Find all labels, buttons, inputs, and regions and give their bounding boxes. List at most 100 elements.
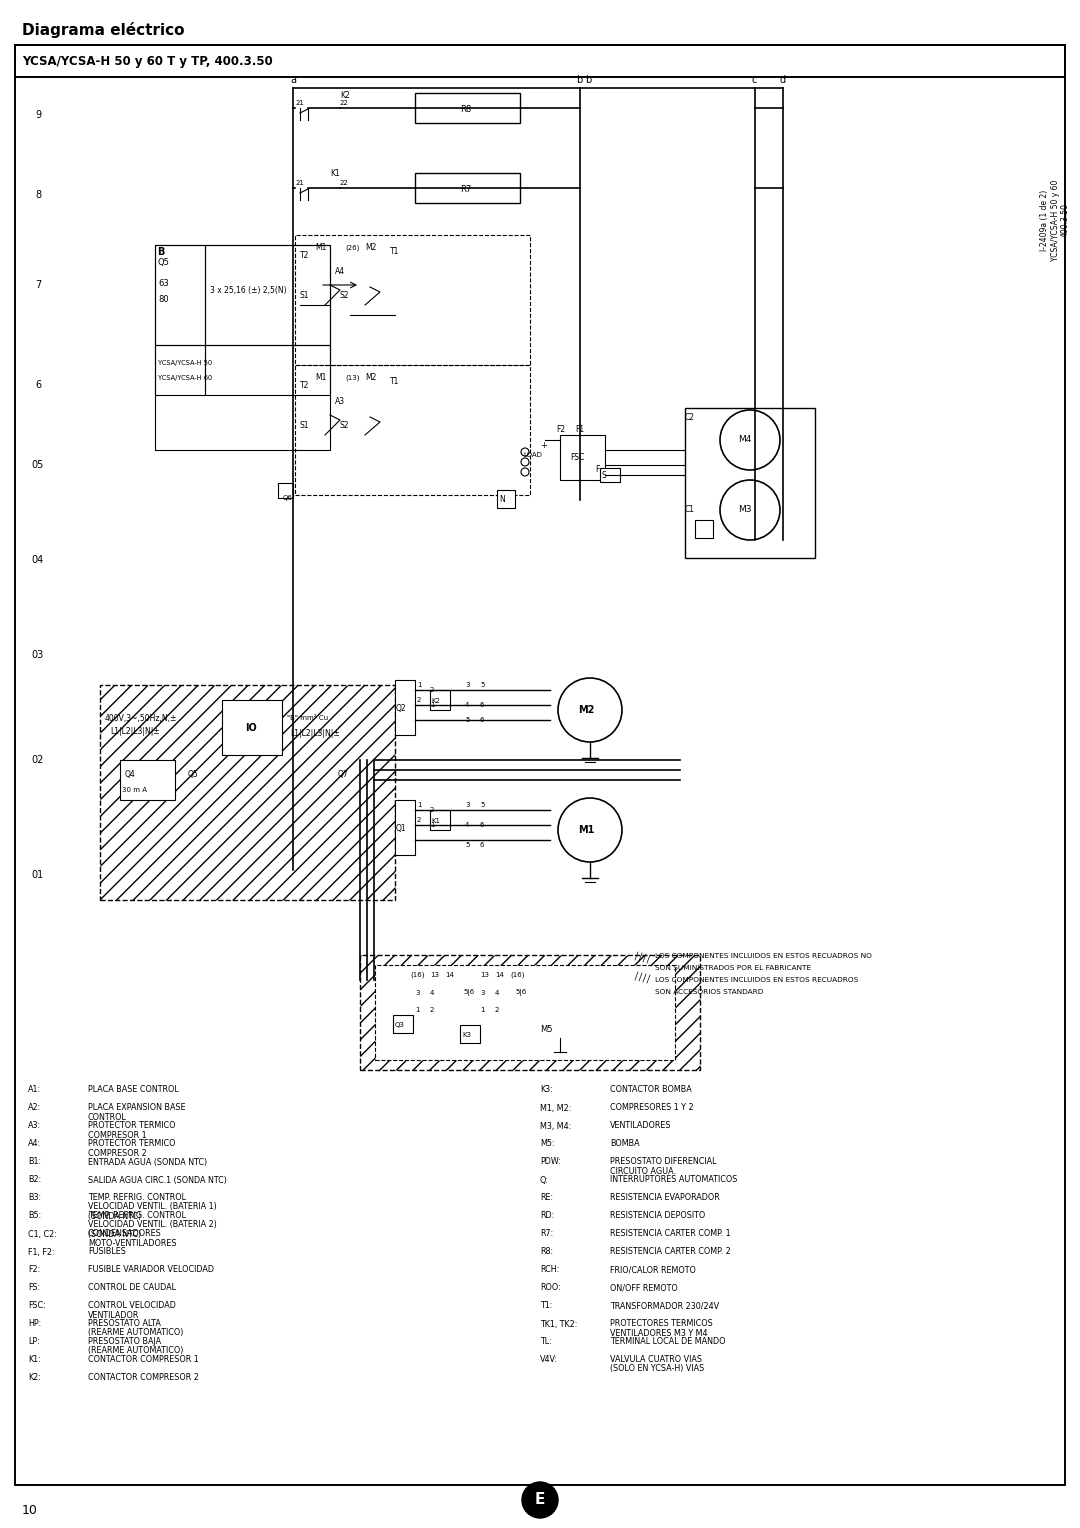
Bar [360, 955, 700, 1070]
Text: M2: M2 [365, 243, 376, 252]
Text: RCH:: RCH: [540, 1265, 559, 1274]
Text: 3: 3 [465, 802, 470, 808]
Text: K1: K1 [431, 817, 440, 824]
Text: M3: M3 [738, 506, 752, 515]
Text: M3, M4:: M3, M4: [540, 1122, 571, 1131]
Text: VENTILADORES: VENTILADORES [610, 1122, 672, 1131]
Text: 3 x 25,16 (±) 2,5(N): 3 x 25,16 (±) 2,5(N) [210, 286, 286, 295]
Text: 1: 1 [430, 822, 434, 828]
Text: K2: K2 [340, 90, 350, 99]
Text: RESISTENCIA CARTER COMP. 1: RESISTENCIA CARTER COMP. 1 [610, 1230, 731, 1239]
Text: T2: T2 [300, 380, 309, 390]
Bar [696, 520, 713, 538]
Bar [393, 1015, 413, 1033]
Text: TERMINAL LOCAL DE MANDO: TERMINAL LOCAL DE MANDO [610, 1337, 726, 1346]
Bar [460, 1025, 480, 1044]
Text: LOS COMPONENTES INCLUIDOS EN ESTOS RECUADROS: LOS COMPONENTES INCLUIDOS EN ESTOS RECUA… [654, 976, 859, 983]
Text: 3: 3 [465, 681, 470, 688]
Text: S1: S1 [300, 290, 310, 299]
Text: 5: 5 [465, 717, 470, 723]
Text: LOS COMPONENTES INCLUIDOS EN ESTOS RECUADROS NO: LOS COMPONENTES INCLUIDOS EN ESTOS RECUA… [654, 953, 872, 960]
Text: B3:: B3: [28, 1193, 41, 1203]
Text: 2: 2 [495, 1007, 499, 1013]
Text: (16): (16) [410, 972, 424, 978]
Text: 14: 14 [495, 972, 504, 978]
Text: 04: 04 [32, 555, 44, 565]
Text: PROTECTOR TERMICO: PROTECTOR TERMICO [87, 1140, 175, 1149]
Bar [295, 235, 530, 365]
Text: N: N [499, 495, 504, 504]
Text: A3:: A3: [28, 1122, 41, 1131]
Text: 1: 1 [430, 701, 434, 707]
Text: CIRCUITO AGUA.: CIRCUITO AGUA. [610, 1166, 676, 1175]
Text: 1: 1 [417, 802, 421, 808]
Text: d: d [780, 75, 786, 86]
Text: 6: 6 [35, 380, 41, 390]
Text: b: b [585, 75, 591, 86]
Circle shape [558, 798, 622, 862]
Text: 4: 4 [430, 990, 434, 996]
Text: Q5: Q5 [188, 770, 199, 779]
Text: 63: 63 [158, 278, 168, 287]
Text: VALVULA CUATRO VIAS: VALVULA CUATRO VIAS [610, 1355, 702, 1365]
Text: L1|L2|L3|N|±: L1|L2|L3|N|± [291, 729, 340, 738]
Text: Q2: Q2 [396, 703, 407, 712]
Circle shape [720, 410, 780, 471]
Text: Q7: Q7 [338, 770, 349, 779]
Bar [430, 691, 450, 711]
Text: T1: T1 [390, 248, 400, 257]
Text: 13: 13 [480, 972, 489, 978]
Bar [415, 173, 519, 203]
Text: 400V,3~,50Hz,N,±: 400V,3~,50Hz,N,± [105, 714, 177, 723]
Bar [156, 244, 205, 345]
Text: 02: 02 [31, 755, 44, 766]
Text: 9: 9 [35, 110, 41, 121]
Text: K2:: K2: [28, 1374, 41, 1383]
Text: T2: T2 [300, 251, 309, 260]
Text: CONTACTOR COMPRESOR 1: CONTACTOR COMPRESOR 1 [87, 1355, 199, 1365]
Text: BOMBA: BOMBA [610, 1140, 639, 1149]
Text: 6: 6 [480, 717, 485, 723]
Text: RESISTENCIA CARTER COMP. 2: RESISTENCIA CARTER COMP. 2 [610, 1247, 731, 1256]
Text: (SONDA NTC): (SONDA NTC) [87, 1230, 141, 1239]
Text: 21: 21 [296, 99, 305, 105]
Text: C1: C1 [685, 506, 696, 515]
Text: PROTECTORES TERMICOS: PROTECTORES TERMICOS [610, 1320, 713, 1328]
Text: 3: 3 [415, 990, 419, 996]
Text: V4V:: V4V: [540, 1355, 558, 1365]
Text: 5: 5 [480, 802, 484, 808]
Text: "B" mm² Cu: "B" mm² Cu [287, 715, 328, 721]
Text: ON/OFF REMOTO: ON/OFF REMOTO [610, 1284, 678, 1293]
Text: LP:: LP: [28, 1337, 40, 1346]
Text: R7:: R7: [540, 1230, 553, 1239]
Text: CONDENSADORES: CONDENSADORES [87, 1230, 162, 1239]
Text: CONTACTOR COMPRESOR 2: CONTACTOR COMPRESOR 2 [87, 1374, 199, 1383]
Text: CONTACTOR BOMBA: CONTACTOR BOMBA [610, 1085, 692, 1094]
Text: 8: 8 [35, 189, 41, 200]
Text: 80: 80 [158, 295, 168, 304]
Bar [395, 680, 415, 735]
Text: K3: K3 [462, 1031, 471, 1038]
Text: c: c [752, 75, 757, 86]
Text: 05: 05 [31, 460, 44, 471]
Text: M1: M1 [315, 373, 326, 382]
Text: VENTILADOR: VENTILADOR [87, 1311, 139, 1320]
Text: RESISTENCIA EVAPORADOR: RESISTENCIA EVAPORADOR [610, 1193, 719, 1203]
Text: Q6: Q6 [283, 495, 293, 501]
Text: (13): (13) [345, 374, 360, 382]
Text: COMPRESOR 1: COMPRESOR 1 [87, 1131, 147, 1140]
Text: FRIO/CALOR REMOTO: FRIO/CALOR REMOTO [610, 1265, 696, 1274]
Text: Diagrama eléctrico: Diagrama eléctrico [22, 21, 185, 38]
Text: T1:: T1: [540, 1302, 552, 1311]
Text: 6: 6 [480, 822, 485, 828]
Text: S: S [602, 472, 607, 480]
Text: B2:: B2: [28, 1175, 41, 1184]
Text: K1: K1 [330, 168, 340, 177]
Text: PLACA EXPANSION BASE: PLACA EXPANSION BASE [87, 1103, 186, 1112]
Text: M5:: M5: [540, 1140, 555, 1149]
Text: LOAD: LOAD [523, 452, 542, 458]
Text: A1:: A1: [28, 1085, 41, 1094]
Text: 2: 2 [417, 697, 421, 703]
Text: 6: 6 [480, 842, 485, 848]
Text: PLACA BASE CONTROL: PLACA BASE CONTROL [87, 1085, 179, 1094]
